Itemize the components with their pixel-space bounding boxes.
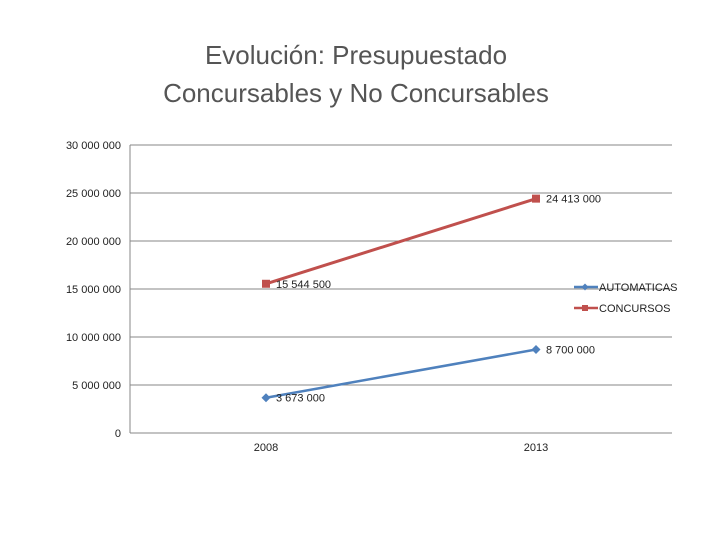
data-label-automaticas-2013: 8 700 000 (546, 344, 595, 356)
chart-title: Evolución: Presupuestado Concursables y … (0, 36, 712, 112)
y-tick-label-6: 30 000 000 (66, 140, 121, 152)
y-tick-label-2: 10 000 000 (66, 332, 121, 344)
chart-title-line-1: Evolución: Presupuestado (204, 40, 508, 70)
legend-label-automaticas: AUTOMATICAS (599, 282, 677, 294)
data-label-concursos-2013: 24 413 000 (546, 194, 601, 206)
legend-marker-concursos (582, 305, 588, 311)
y-tick-label-4: 20 000 000 (66, 236, 121, 248)
y-tick-label-1: 5 000 000 (72, 380, 121, 392)
marker-concursos-2008 (262, 279, 270, 288)
marker-automaticas-2013 (531, 344, 541, 354)
marker-concursos-2013 (532, 194, 540, 203)
legend-marker-automaticas (581, 283, 589, 291)
x-tick-label-2008: 2008 (254, 442, 278, 454)
chart-title-line-2: Concursables y No Concursables (163, 78, 549, 108)
data-label-automaticas-2008: 3 673 000 (276, 393, 325, 405)
marker-automaticas-2008 (261, 393, 271, 403)
y-tick-label-3: 15 000 000 (66, 284, 121, 296)
y-tick-label-0: 0 (115, 428, 121, 440)
series-line-concursos (265, 197, 537, 286)
series-line-automaticas (265, 348, 537, 399)
legend-label-concursos: CONCURSOS (599, 303, 671, 315)
x-tick-label-2013: 2013 (524, 442, 548, 454)
data-label-concursos-2008: 15 544 500 (276, 279, 331, 291)
y-tick-label-5: 25 000 000 (66, 188, 121, 200)
